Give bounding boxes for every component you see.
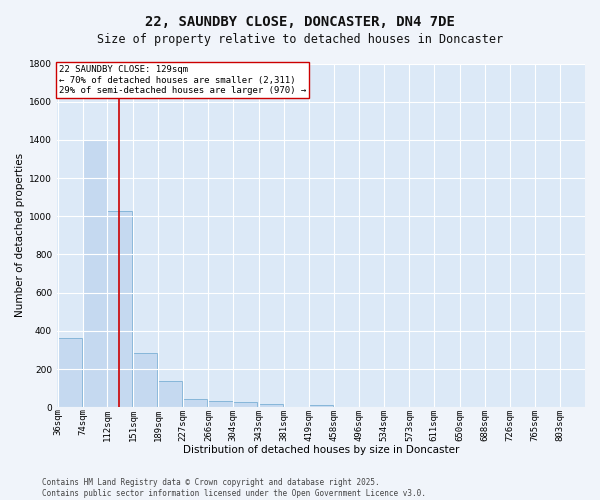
Text: Size of property relative to detached houses in Doncaster: Size of property relative to detached ho…: [97, 32, 503, 46]
Bar: [133, 353, 157, 407]
Y-axis label: Number of detached properties: Number of detached properties: [15, 154, 25, 318]
Bar: [58, 338, 82, 407]
Text: Contains HM Land Registry data © Crown copyright and database right 2025.
Contai: Contains HM Land Registry data © Crown c…: [42, 478, 426, 498]
Bar: [208, 400, 233, 407]
Bar: [158, 382, 182, 407]
Bar: [107, 210, 132, 407]
Bar: [233, 402, 257, 407]
Bar: [183, 398, 207, 407]
Text: 22, SAUNDBY CLOSE, DONCASTER, DN4 7DE: 22, SAUNDBY CLOSE, DONCASTER, DN4 7DE: [145, 15, 455, 29]
Bar: [83, 140, 107, 407]
Bar: [259, 404, 283, 407]
X-axis label: Distribution of detached houses by size in Doncaster: Distribution of detached houses by size …: [183, 445, 459, 455]
Bar: [308, 406, 333, 407]
Text: 22 SAUNDBY CLOSE: 129sqm
← 70% of detached houses are smaller (2,311)
29% of sem: 22 SAUNDBY CLOSE: 129sqm ← 70% of detach…: [59, 66, 306, 95]
